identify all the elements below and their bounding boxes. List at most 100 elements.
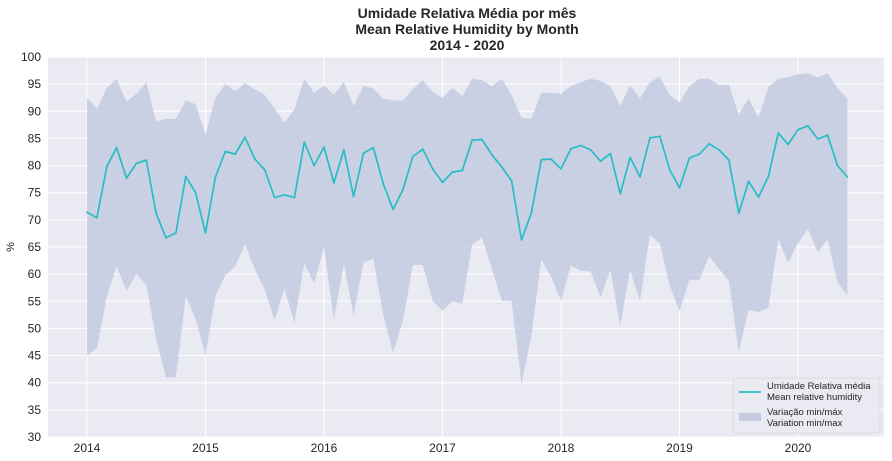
x-tick-label: 2015 <box>192 441 219 455</box>
mean-humidity-point <box>550 158 552 161</box>
mean-humidity-point <box>698 153 701 156</box>
mean-humidity-point <box>777 132 780 134</box>
mean-humidity-point <box>658 135 661 138</box>
chart-title-line-2: Mean Relative Humidity by Month <box>355 21 578 37</box>
mean-humidity-point <box>431 167 434 170</box>
mean-humidity-point <box>402 188 404 191</box>
mean-humidity-point <box>846 176 849 178</box>
mean-humidity-point <box>678 186 681 189</box>
mean-humidity-point <box>668 168 671 171</box>
mean-humidity-point <box>204 232 207 234</box>
legend-band-label-pt: Variação min/máx <box>767 407 843 418</box>
mean-humidity-point <box>224 150 227 153</box>
mean-humidity-point <box>451 171 454 174</box>
mean-humidity-point <box>382 183 385 185</box>
mean-humidity-point <box>471 139 473 142</box>
mean-humidity-point <box>352 195 355 198</box>
mean-humidity-point <box>629 156 631 159</box>
y-tick-label: 100 <box>21 50 41 64</box>
mean-humidity-point <box>718 148 720 151</box>
mean-humidity-point <box>234 153 237 156</box>
mean-humidity-point <box>500 166 503 169</box>
mean-humidity-point <box>165 236 167 239</box>
legend-mean-label-en: Mean relative humidity <box>767 392 862 403</box>
legend-mean-label-pt: Umidade Relativa média <box>767 381 871 392</box>
mean-humidity-point <box>540 158 543 161</box>
mean-humidity-point <box>263 169 266 171</box>
mean-humidity-point <box>323 146 325 149</box>
mean-humidity-point <box>244 136 246 139</box>
mean-humidity-point <box>579 144 582 147</box>
mean-humidity-point <box>105 165 108 168</box>
x-tick-label: 2017 <box>429 441 456 455</box>
chart-title-line-1: Umidade Relativa Média por mês <box>358 5 577 21</box>
mean-humidity-point <box>510 179 513 182</box>
y-tick-label: 50 <box>28 321 42 335</box>
chart-title-line-3: 2014 - 2020 <box>430 37 505 53</box>
mean-humidity-point <box>86 211 88 214</box>
mean-humidity-point <box>481 138 483 141</box>
mean-humidity-point <box>254 158 256 161</box>
mean-humidity-point <box>619 192 622 195</box>
legend-band-swatch <box>739 413 761 421</box>
mean-humidity-point <box>836 164 839 167</box>
mean-humidity-point <box>816 138 819 140</box>
min-max-band <box>87 73 848 385</box>
y-axis-ticks: 30 35 40 45 50 55 60 65 70 75 80 85 90 95 100 <box>21 50 41 444</box>
mean-humidity-point <box>560 167 562 170</box>
mean-humidity-point <box>757 196 760 199</box>
y-tick-label: 30 <box>28 430 42 444</box>
y-tick-label: 40 <box>28 376 42 390</box>
x-tick-label: 2018 <box>548 441 575 455</box>
mean-humidity-point <box>145 159 148 162</box>
y-axis-label: % <box>5 242 17 252</box>
mean-humidity-point <box>797 128 799 131</box>
mean-humidity-point <box>461 169 464 172</box>
legend-box <box>732 377 881 434</box>
mean-humidity-points <box>86 125 849 241</box>
mean-humidity-point <box>767 175 770 178</box>
mean-humidity-point <box>688 157 691 159</box>
legend: Umidade Relativa média Mean relative hum… <box>732 377 881 434</box>
mean-humidity-point <box>826 134 829 137</box>
mean-humidity-point <box>293 196 296 199</box>
mean-humidity-point <box>530 211 533 214</box>
x-axis-ticks: 2014 2015 2016 2017 2018 2019 2020 <box>74 441 812 455</box>
x-tick-label: 2014 <box>74 441 101 455</box>
y-tick-label: 80 <box>28 159 42 173</box>
mean-humidity-point <box>609 152 612 155</box>
mean-humidity-point <box>728 159 730 162</box>
mean-humidity-point <box>392 208 394 211</box>
mean-humidity-point <box>342 148 345 151</box>
mean-humidity-point <box>787 143 789 146</box>
y-tick-label: 60 <box>28 267 42 281</box>
mean-humidity-point <box>639 176 641 178</box>
mean-humidity-point <box>520 239 523 241</box>
mean-humidity-point <box>96 216 98 219</box>
mean-humidity-point <box>599 160 602 163</box>
y-tick-label: 70 <box>28 213 42 227</box>
mean-humidity-point <box>412 155 414 158</box>
mean-humidity-point <box>194 191 197 194</box>
mean-humidity-point <box>155 212 158 215</box>
mean-humidity-point <box>747 180 750 183</box>
y-tick-label: 65 <box>28 240 42 254</box>
mean-humidity-point <box>184 175 187 178</box>
mean-humidity-point <box>649 137 651 139</box>
y-tick-label: 85 <box>28 131 42 145</box>
mean-humidity-point <box>441 181 444 184</box>
mean-humidity-point <box>708 143 710 145</box>
mean-humidity-point <box>737 212 740 215</box>
mean-humidity-point <box>313 164 315 167</box>
mean-humidity-point <box>491 153 493 156</box>
mean-humidity-point <box>283 194 286 196</box>
y-tick-label: 95 <box>28 77 42 91</box>
y-tick-label: 55 <box>28 294 42 308</box>
y-tick-label: 45 <box>28 349 42 363</box>
mean-humidity-point <box>303 141 306 144</box>
mean-humidity-point <box>125 177 128 180</box>
mean-humidity-point <box>135 162 138 165</box>
mean-humidity-point <box>421 148 424 151</box>
mean-humidity-point <box>333 182 335 184</box>
x-tick-label: 2019 <box>666 441 693 455</box>
